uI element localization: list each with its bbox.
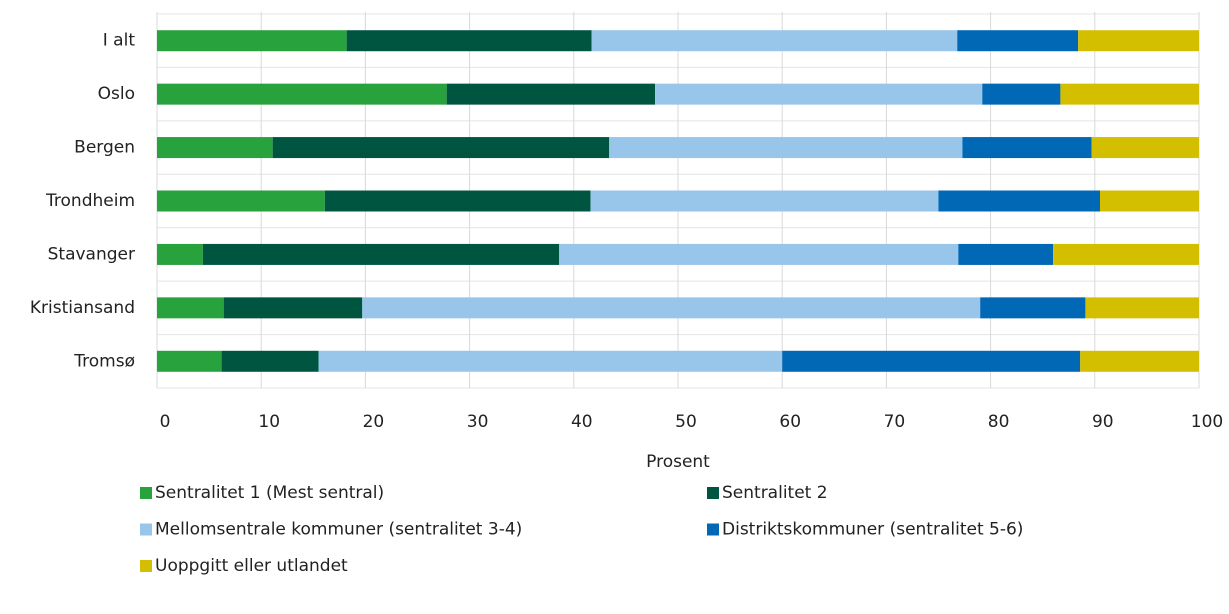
y-tick-label: Trondheim bbox=[45, 191, 135, 211]
y-tick-label: I alt bbox=[103, 31, 136, 51]
y-tick-label: Tromsø bbox=[73, 351, 135, 371]
bar-segment bbox=[157, 83, 447, 105]
bar-segment bbox=[609, 137, 963, 159]
y-tick-label: Oslo bbox=[98, 84, 135, 104]
y-tick-label: Kristiansand bbox=[30, 298, 135, 318]
x-tick-label: 50 bbox=[675, 412, 697, 432]
x-tick-label: 40 bbox=[571, 412, 593, 432]
bar-segment bbox=[272, 137, 610, 159]
bar-segment bbox=[221, 350, 319, 372]
bar-segment bbox=[591, 30, 958, 52]
bar-segment bbox=[982, 83, 1061, 105]
x-tick-label: 70 bbox=[884, 412, 906, 432]
legend-swatch bbox=[707, 523, 719, 536]
bar-segment bbox=[1060, 83, 1199, 105]
bar-segment bbox=[1085, 297, 1199, 319]
legend-swatch bbox=[140, 523, 152, 536]
x-tick-label: 20 bbox=[363, 412, 385, 432]
bar-segment bbox=[346, 30, 592, 52]
bar-segment bbox=[957, 30, 1079, 52]
legend-label: Uoppgitt eller utlandet bbox=[155, 556, 348, 576]
bar-segment bbox=[962, 137, 1092, 159]
bar-segment bbox=[223, 297, 363, 319]
bar-segment bbox=[1053, 243, 1199, 265]
x-tick-label: 80 bbox=[988, 412, 1010, 432]
bar-segment bbox=[157, 137, 273, 159]
legend-swatch bbox=[140, 560, 152, 572]
bar-segment bbox=[202, 243, 560, 265]
bar-segment bbox=[157, 30, 347, 52]
bar-segment bbox=[157, 297, 224, 319]
bar-segment bbox=[157, 243, 203, 265]
legend-swatch bbox=[707, 487, 719, 499]
x-tick-label: 30 bbox=[467, 412, 489, 432]
x-tick-label: 100 bbox=[1191, 412, 1223, 432]
y-tick-label: Bergen bbox=[74, 138, 135, 158]
legend-label: Sentralitet 1 (Mest sentral) bbox=[155, 483, 384, 503]
bar-segment bbox=[1100, 190, 1199, 212]
bar-segment bbox=[1080, 350, 1199, 372]
bar-segment bbox=[958, 243, 1054, 265]
legend-label: Mellomsentrale kommuner (sentralitet 3-4… bbox=[155, 520, 522, 540]
bar-segment bbox=[157, 190, 325, 212]
x-tick-label: 90 bbox=[1092, 412, 1114, 432]
bar-segment bbox=[446, 83, 656, 105]
x-tick-label: 10 bbox=[258, 412, 280, 432]
legend-swatch bbox=[140, 487, 152, 499]
bar-segment bbox=[559, 243, 959, 265]
bar-segment bbox=[938, 190, 1101, 212]
x-tick-label: 0 bbox=[160, 412, 171, 432]
bar-segment bbox=[324, 190, 591, 212]
bar-segment bbox=[1091, 137, 1199, 159]
bar-segment bbox=[655, 83, 983, 105]
y-tick-label: Stavanger bbox=[48, 244, 135, 264]
legend-label: Distriktskommuner (sentralitet 5-6) bbox=[722, 520, 1023, 540]
bar-segment bbox=[590, 190, 939, 212]
legend-label: Sentralitet 2 bbox=[722, 483, 828, 503]
bar-segment bbox=[980, 297, 1086, 319]
x-tick-label: 60 bbox=[779, 412, 801, 432]
bar-segment bbox=[362, 297, 981, 319]
bar-segment bbox=[782, 350, 1081, 372]
bar-segment bbox=[1078, 30, 1199, 52]
bar-segment bbox=[318, 350, 783, 372]
bar-segment bbox=[157, 350, 222, 372]
x-axis-label: Prosent bbox=[646, 452, 710, 472]
